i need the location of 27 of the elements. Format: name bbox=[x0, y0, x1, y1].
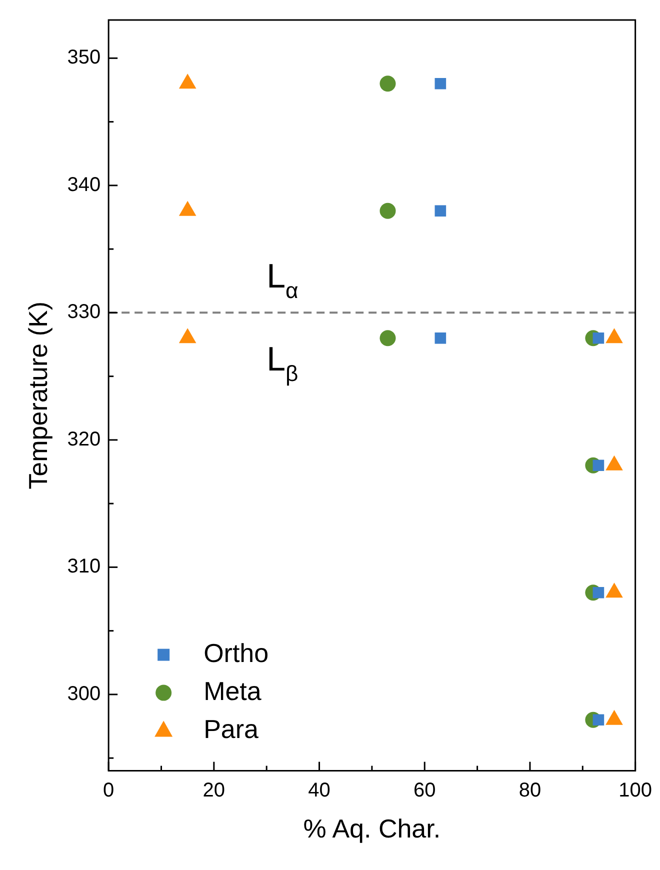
y-tick-label: 340 bbox=[67, 174, 101, 196]
point bbox=[592, 332, 604, 344]
legend-label: Para bbox=[204, 714, 260, 744]
point bbox=[592, 714, 604, 726]
legend-label: Ortho bbox=[204, 638, 269, 668]
y-tick-label: 330 bbox=[67, 301, 101, 324]
x-axis-title: % Aq. Char. bbox=[303, 814, 441, 844]
point bbox=[434, 78, 446, 90]
x-tick-label: 40 bbox=[308, 779, 330, 802]
point bbox=[380, 202, 396, 219]
x-tick-label: 100 bbox=[618, 779, 652, 802]
x-tick-label: 60 bbox=[413, 779, 436, 802]
point bbox=[380, 76, 396, 92]
point bbox=[592, 460, 604, 472]
y-tick-label: 320 bbox=[67, 428, 101, 450]
point bbox=[434, 332, 446, 344]
x-tick-label: 20 bbox=[202, 779, 226, 802]
x-tick-label: 80 bbox=[518, 779, 542, 802]
x-tick-label: 0 bbox=[103, 779, 114, 802]
point bbox=[592, 586, 604, 598]
point bbox=[380, 330, 396, 346]
point bbox=[434, 205, 446, 217]
y-axis-title: Temperature (K) bbox=[22, 301, 53, 490]
y-tick-label: 350 bbox=[67, 46, 101, 69]
legend-label: Meta bbox=[204, 676, 262, 706]
y-tick-label: 300 bbox=[67, 682, 101, 705]
y-tick-label: 310 bbox=[67, 556, 101, 578]
